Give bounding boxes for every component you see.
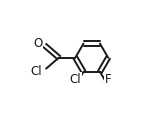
Text: Cl: Cl	[31, 65, 43, 78]
Text: Cl: Cl	[69, 73, 81, 86]
Text: O: O	[33, 37, 43, 50]
Text: F: F	[105, 73, 112, 86]
